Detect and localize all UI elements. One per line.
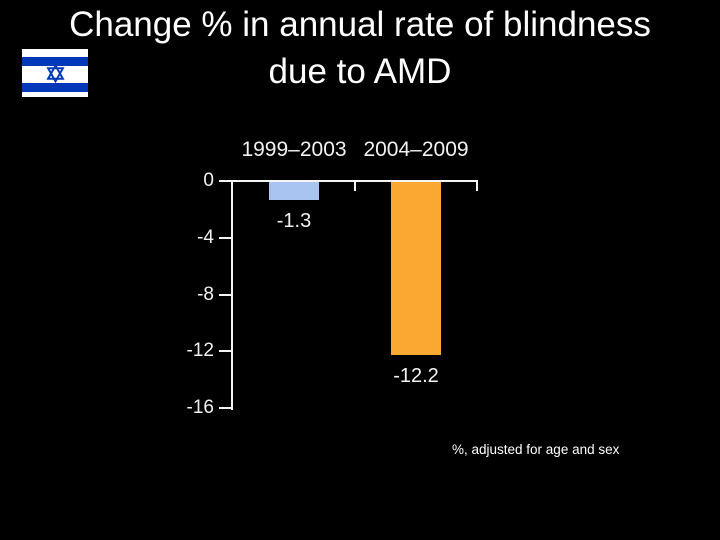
y-axis-tick — [219, 237, 233, 239]
chart-bar — [269, 182, 319, 200]
y-axis-tick — [219, 294, 233, 296]
chart-caption: %, adjusted for age and sex — [452, 442, 620, 457]
y-axis-tick — [219, 407, 233, 409]
y-axis-tick — [219, 180, 233, 182]
y-axis-tick-label: -16 — [186, 397, 214, 418]
y-axis-tick-label: -8 — [197, 284, 214, 305]
flag-stripe-top — [22, 57, 88, 66]
chart-bar — [391, 182, 441, 355]
y-axis-tick-label: -4 — [197, 227, 214, 248]
slide-title-line1: Change % in annual rate of blindness — [69, 5, 651, 44]
flag-stripe-bottom — [22, 83, 88, 92]
y-axis-tick-label: 0 — [203, 170, 214, 191]
flag-of-israel-icon — [22, 49, 88, 97]
y-axis-tick-label: -12 — [186, 340, 214, 361]
slide-title: Change % in annual rate of blindness due… — [0, 1, 720, 95]
x-axis-zero-line — [225, 180, 478, 182]
x-axis-tick — [354, 180, 356, 191]
star-of-david-icon — [46, 63, 65, 84]
x-axis-tick — [476, 180, 478, 191]
category-label: 2004–2009 — [363, 138, 469, 161]
slide-title-line2: due to AMD — [268, 52, 452, 91]
bar-value-label: -12.2 — [393, 365, 439, 387]
bar-value-label: -1.3 — [276, 210, 312, 232]
category-label: 1999–2003 — [241, 138, 347, 161]
y-axis-tick — [219, 350, 233, 352]
